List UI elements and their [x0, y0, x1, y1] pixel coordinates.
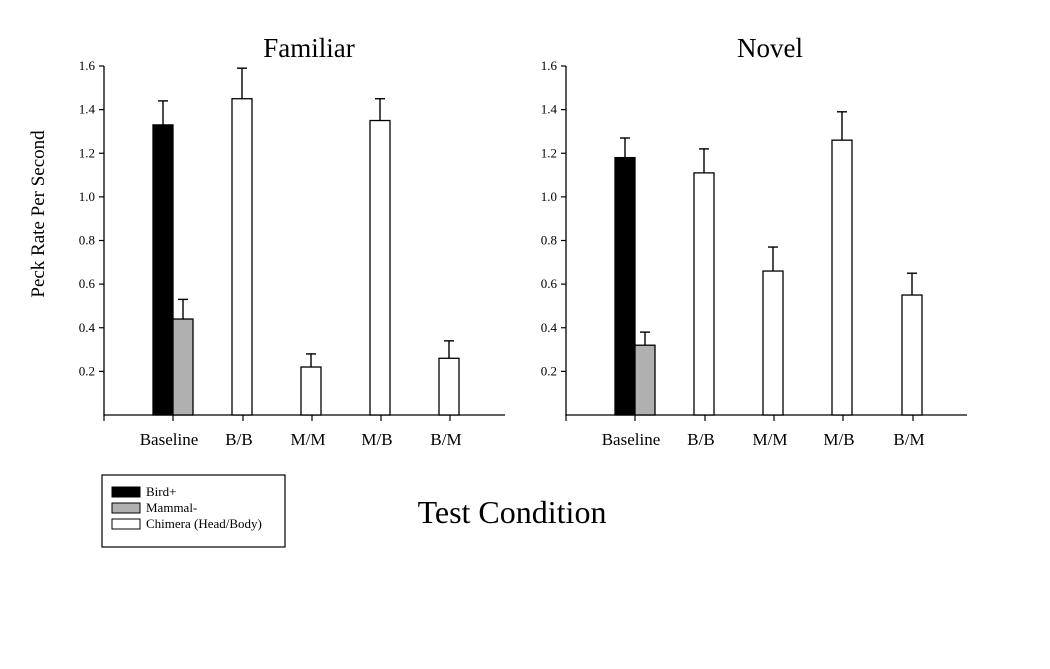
y-tick-label: 1.0 [541, 189, 557, 204]
y-tick-label: 1.4 [541, 102, 558, 117]
y-tick-label: 0.8 [541, 233, 557, 248]
y-tick-label: 1.4 [79, 102, 96, 117]
panel-novel: 0.2 0.4 0.6 0.8 1.0 1.2 1.4 1.6 Baseline B/B M/M M/… [541, 58, 967, 449]
bar-mammal [634, 344, 656, 416]
x-category-label: M/M [291, 430, 326, 449]
x-category-label: Baseline [602, 430, 661, 449]
y-tick-label: 1.6 [541, 58, 558, 73]
legend-swatch-bird [111, 486, 141, 498]
x-category-label: M/B [823, 430, 854, 449]
panel-title-novel: Novel [737, 33, 803, 63]
legend-swatch-mammal [111, 502, 141, 514]
y-tick-label: 0.6 [79, 276, 96, 291]
y-tick-label: 0.2 [541, 363, 557, 378]
bar-chimera-head-body [231, 98, 253, 416]
y-tick-label: 1.2 [79, 145, 95, 160]
bar-chimera-head-body [762, 270, 784, 416]
y-tick-label: 0.8 [79, 233, 95, 248]
x-category-label: M/M [753, 430, 788, 449]
legend-label-mammal: Mammal- [146, 500, 197, 515]
legend-label-chimera: Chimera (Head/Body) [146, 516, 262, 531]
panel-title-familiar: Familiar [263, 33, 354, 63]
x-category-label: B/B [687, 430, 714, 449]
legend-label-bird: Bird+ [146, 484, 176, 499]
x-category-label: B/M [430, 430, 461, 449]
y-axis-label: Peck Rate Per Second [28, 130, 49, 298]
bar-chimera-head-body [438, 357, 460, 416]
panel-familiar: 0.2 0.4 0.6 0.8 1.0 1.2 1.4 1.6 Baseline B/B M/M M/… [79, 58, 505, 449]
bar-chimera-head-body [693, 172, 715, 416]
x-category-label: Baseline [140, 430, 199, 449]
x-category-label: B/M [893, 430, 924, 449]
bar-bird [152, 124, 174, 416]
y-tick-label: 0.4 [541, 320, 558, 335]
y-tick-label: 0.2 [79, 363, 95, 378]
bar-chimera-head-body [369, 119, 391, 416]
y-tick-label: 1.6 [79, 58, 96, 73]
bar-mammal [172, 318, 194, 416]
x-category-label: B/B [225, 430, 252, 449]
legend: Bird+ Mammal- Chimera (Head/Body) [101, 474, 286, 548]
bar-bird [614, 156, 636, 416]
legend-swatch-chimera [111, 518, 141, 530]
bar-chimera-head-body [831, 139, 853, 416]
x-axis-label: Test Condition [418, 494, 607, 530]
y-tick-label: 1.2 [541, 145, 557, 160]
y-tick-label: 0.4 [79, 320, 96, 335]
x-category-label: M/B [361, 430, 392, 449]
y-tick-label: 0.6 [541, 276, 558, 291]
bar-chimera-head-body [300, 366, 322, 416]
bar-chimera-head-body [901, 294, 923, 416]
y-tick-label: 1.0 [79, 189, 95, 204]
